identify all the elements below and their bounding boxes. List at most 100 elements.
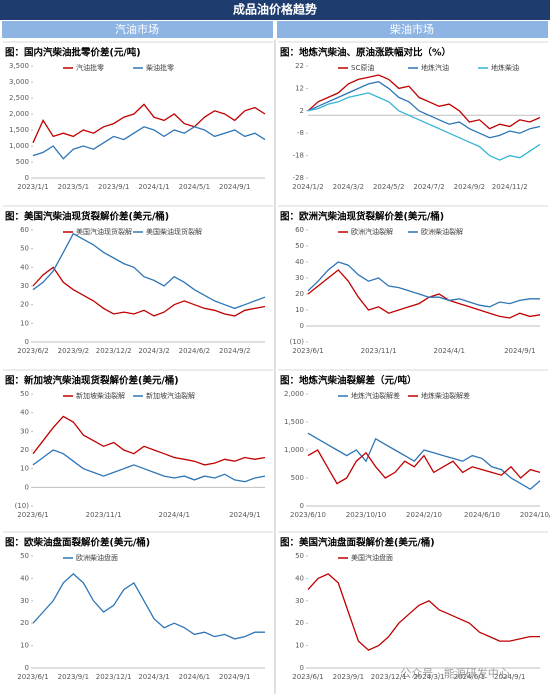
x-tick-label: 2023/6/1 [292, 347, 323, 355]
x-tick-label: 2023/11/1 [86, 511, 122, 519]
x-tick-label: 2023/12/2 [96, 347, 132, 355]
series-line [32, 126, 266, 160]
header-bar [0, 0, 550, 20]
legend-label: 美国汽油盘面 [351, 553, 393, 562]
y-tick-label: 22 [295, 62, 304, 70]
watermark: 公众号 · 能源研发中心 [400, 666, 510, 680]
y-tick-label: 50 [20, 245, 29, 253]
chart-title: 图：欧洲汽柴油现货裂解价差(美元/桶) [280, 211, 444, 223]
left-header [2, 21, 273, 38]
x-tick-label: 2024/1/2 [292, 183, 323, 191]
y-tick-label: 10 [20, 465, 29, 473]
y-tick-label: 50 [295, 552, 304, 560]
series-line [307, 74, 541, 130]
y-tick-label: 2 [300, 107, 304, 115]
x-tick-label: 2024/9/1 [494, 673, 525, 681]
y-tick-label: 50 [20, 552, 29, 560]
y-tick-label: 20 [295, 290, 304, 298]
x-tick-label: 2024/9/2 [454, 183, 485, 191]
y-tick-label: 1,000 [284, 446, 304, 454]
y-tick-label: -18 [293, 152, 304, 160]
series-line [307, 449, 541, 485]
x-tick-label: 2024/9/1 [219, 673, 250, 681]
series-line [32, 232, 266, 310]
y-tick-label: 3,500 [9, 62, 29, 70]
x-tick-label: 2024/3/1 [413, 673, 444, 681]
y-tick-label: -28 [293, 174, 304, 182]
x-tick-label: 2023/6/10 [290, 511, 326, 519]
x-tick-label: 2023/6/1 [292, 673, 323, 681]
x-tick-label: 2024/3/1 [138, 673, 169, 681]
x-tick-label: 2024/6/1 [454, 673, 485, 681]
y-tick-label: 20 [20, 446, 29, 454]
x-tick-label: 2024/10/10 [520, 511, 550, 519]
series-line [307, 573, 540, 651]
y-tick-label: 0 [300, 322, 304, 330]
x-tick-label: 2023/9/2 [58, 347, 89, 355]
legend-label: 柴油批零 [146, 63, 174, 72]
y-tick-label: 30 [20, 427, 29, 435]
x-tick-label: 2024/9/2 [219, 347, 250, 355]
x-tick-label: 2024/3/2 [333, 183, 364, 191]
right-header [277, 21, 548, 38]
x-tick-label: 2024/9/1 [219, 183, 250, 191]
y-tick-label: -8 [297, 129, 304, 137]
x-tick-label: 2024/2/10 [406, 511, 442, 519]
x-tick-label: 2024/6/1 [179, 673, 210, 681]
x-tick-label: 2024/7/2 [413, 183, 444, 191]
y-tick-label: 40 [295, 574, 304, 582]
x-tick-label: 2023/10/10 [346, 511, 386, 519]
x-tick-label: 2023/6/1 [17, 511, 48, 519]
legend-label: 欧洲柴油裂解 [421, 227, 463, 236]
right-title: 柴油市场 [390, 22, 434, 36]
series-line [307, 81, 541, 139]
chart-title: 图：新加坡汽柴油现货裂解价差(美元/桶) [5, 375, 179, 387]
x-tick-label: 2023/5/1 [58, 183, 89, 191]
y-tick-label: (10) [290, 338, 305, 346]
y-tick-label: 10 [295, 642, 304, 650]
y-tick-label: 0 [300, 664, 304, 672]
y-tick-label: 500 [16, 158, 29, 166]
y-tick-label: 30 [295, 597, 304, 605]
legend-label: 美国柴油现货裂解 [146, 227, 202, 236]
y-tick-label: 2,000 [284, 390, 304, 398]
legend-label: 地炼汽油 [421, 63, 449, 72]
y-tick-label: 1,500 [284, 418, 304, 426]
y-tick-label: 60 [295, 226, 304, 234]
legend-label: 欧洲柴油盘面 [76, 553, 118, 562]
series-line [307, 269, 541, 319]
x-tick-label: 2024/9/1 [229, 511, 260, 519]
y-tick-label: 500 [291, 474, 304, 482]
y-tick-label: 0 [25, 483, 29, 491]
y-tick-label: 30 [20, 597, 29, 605]
y-tick-label: 40 [20, 409, 29, 417]
chart-title: 图：地炼汽柴油、原油涨跌幅对比（%） [280, 47, 451, 59]
y-tick-label: 30 [20, 282, 29, 290]
chart-title: 图：地炼汽柴油裂解差（元/吨） [280, 375, 416, 387]
y-tick-label: 30 [295, 274, 304, 282]
x-tick-label: 2023/9/1 [98, 183, 129, 191]
legend-label: 美国汽油现货裂解 [76, 227, 132, 236]
page-title: 成品油价格趋势 [233, 2, 317, 17]
y-tick-label: 20 [20, 619, 29, 627]
x-tick-label: 2023/6/1 [17, 673, 48, 681]
series-line [32, 103, 266, 144]
y-tick-label: 10 [20, 642, 29, 650]
x-tick-label: 2024/6/10 [464, 511, 500, 519]
x-tick-label: 2024/6/2 [179, 347, 210, 355]
y-tick-label: 1,500 [9, 126, 29, 134]
y-tick-label: 2,000 [9, 110, 29, 118]
x-tick-label: 2023/11/1 [361, 347, 397, 355]
y-tick-label: 20 [295, 619, 304, 627]
x-tick-label: 2023/1/1 [17, 183, 48, 191]
y-tick-label: 50 [20, 390, 29, 398]
y-tick-label: 10 [295, 306, 304, 314]
y-tick-label: 3,000 [9, 78, 29, 86]
x-tick-label: 2023/12/1 [371, 673, 407, 681]
y-tick-label: 40 [20, 574, 29, 582]
left-title: 汽油市场 [115, 22, 159, 36]
chart-title: 图：欧柴油盘面裂解价差(美元/桶) [5, 537, 150, 549]
legend-label: 汽油批零 [76, 63, 104, 72]
y-tick-label: 50 [295, 242, 304, 250]
